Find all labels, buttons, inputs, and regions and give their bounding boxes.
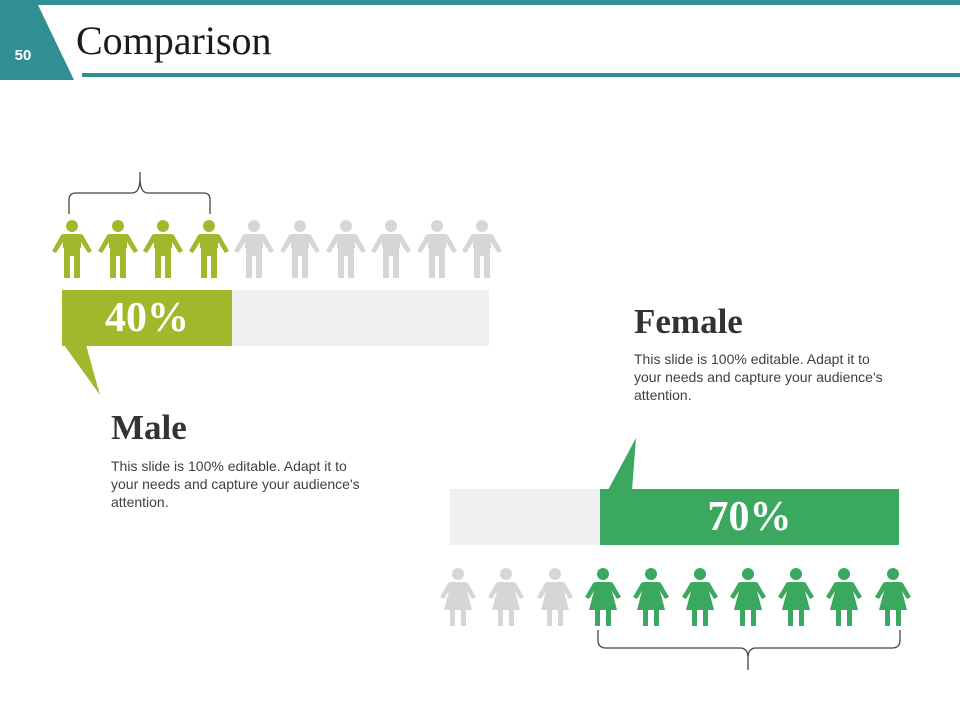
male-bracket — [68, 172, 211, 214]
female-person-icon — [629, 566, 673, 628]
male-person-icon — [96, 218, 140, 280]
female-person-icon — [484, 566, 528, 628]
female-person-icon — [533, 566, 577, 628]
male-person-icon — [141, 218, 185, 280]
male-person-icon — [232, 218, 276, 280]
male-person-icon — [50, 218, 94, 280]
female-person-icon — [678, 566, 722, 628]
male-bar-fill: 40% — [62, 290, 232, 346]
female-person-icon — [581, 566, 625, 628]
male-person-icon — [369, 218, 413, 280]
female-person-icon — [436, 566, 480, 628]
female-person-icon — [871, 566, 915, 628]
slide-number-corner — [0, 5, 74, 80]
female-person-icon — [822, 566, 866, 628]
title-underline — [82, 73, 960, 77]
top-accent-line — [0, 0, 960, 5]
female-bar-fill: 70% — [600, 489, 899, 545]
male-heading: Male — [111, 408, 187, 447]
female-person-icon — [726, 566, 770, 628]
female-description: This slide is 100% editable. Adapt it to… — [634, 351, 883, 403]
male-person-icon — [187, 218, 231, 280]
male-people-row — [50, 218, 510, 282]
male-description: This slide is 100% editable. Adapt it to… — [111, 458, 360, 510]
male-person-icon — [278, 218, 322, 280]
female-people-row — [436, 566, 916, 630]
female-heading: Female — [634, 302, 743, 341]
male-person-icon — [415, 218, 459, 280]
female-callout-pointer — [608, 438, 636, 490]
male-person-icon — [324, 218, 368, 280]
female-bracket — [597, 630, 901, 670]
male-person-icon — [460, 218, 504, 280]
male-callout-pointer — [64, 345, 100, 395]
female-person-icon — [774, 566, 818, 628]
page-title: Comparison — [76, 18, 272, 63]
slide-number: 50 — [14, 47, 32, 64]
